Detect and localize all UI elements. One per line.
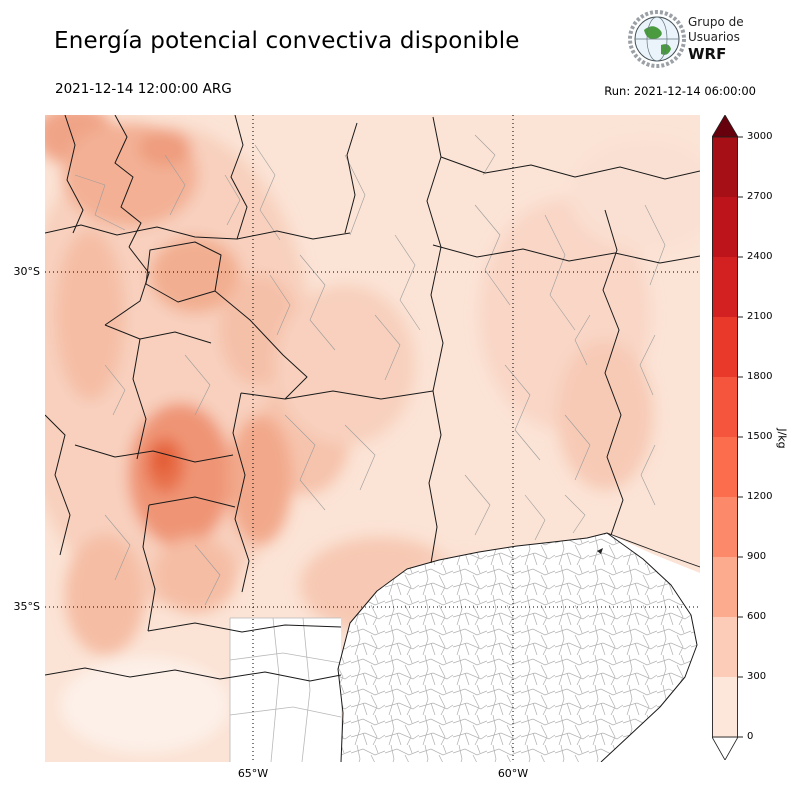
ocean (601, 533, 700, 762)
city-marker (597, 548, 603, 554)
colorbar (711, 114, 746, 761)
map-area (45, 115, 700, 762)
buenos-aires-region (338, 533, 697, 762)
wrf-logo: Grupo de Usuarios WRF (626, 8, 776, 74)
pampa-white-region (229, 617, 342, 762)
logo-text-line1: Grupo de (688, 15, 744, 29)
valid-time-label: 2021-12-14 12:00:00 ARG (55, 81, 232, 97)
colorbar-tick-label: 0 (747, 731, 754, 742)
river-north-shore (606, 532, 700, 568)
colorbar-tick-label: 2700 (747, 191, 773, 202)
colorbar-tick-label: 2100 (747, 311, 773, 322)
colorbar-tick-label: 300 (747, 671, 767, 682)
colorbar-tick-label: 1800 (747, 371, 773, 382)
globe-continent (644, 26, 662, 39)
department-boundaries (74, 134, 666, 606)
run-time-label: Run: 2021-12-14 06:00:00 (604, 84, 756, 98)
colorbar-tick-label: 1200 (747, 491, 773, 502)
colorbar-tick-label: 3000 (747, 131, 773, 142)
province-boundaries (45, 115, 700, 762)
colorbar-unit-label: J/kg (775, 428, 789, 449)
colorbar-tick-label: 900 (747, 551, 767, 562)
laurel-wreath-icon (628, 10, 686, 68)
colorbar-ticks: 3000 2700 2400 2100 1800 1500 1200 900 600 300 0 (747, 115, 781, 760)
cape-map (45, 115, 700, 762)
colorbar-tick-label: 1500 (747, 431, 773, 442)
page-title: Energía potencial convectiva disponible (54, 28, 520, 54)
y-tick-30s: 30°S (13, 265, 40, 278)
colorbar-graphic (711, 114, 743, 761)
colorbar-tick-label: 600 (747, 611, 767, 622)
x-tick-65w: 65°W (237, 767, 269, 780)
x-tick-60w: 60°W (497, 767, 529, 780)
logo-text-line2: Usuarios (688, 30, 740, 44)
y-tick-35s: 35°S (13, 600, 40, 613)
colorbar-tick-label: 2400 (747, 251, 773, 262)
wrf-logo-graphic: Grupo de Usuarios WRF (628, 10, 744, 68)
logo-text-line3: WRF (688, 45, 726, 63)
